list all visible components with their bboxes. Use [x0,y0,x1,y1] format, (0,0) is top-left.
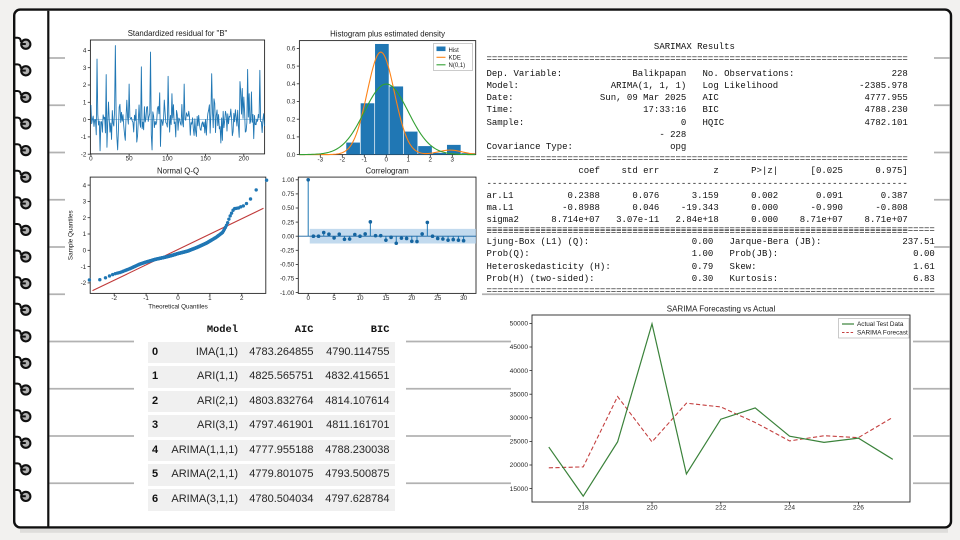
svg-text:-0.25: -0.25 [280,248,295,255]
svg-text:5: 5 [332,295,336,302]
svg-text:1: 1 [407,156,411,163]
svg-text:0.6: 0.6 [287,46,296,53]
svg-text:-3: -3 [317,156,323,163]
svg-text:Normal Q-Q: Normal Q-Q [157,166,199,175]
svg-text:0.00: 0.00 [282,233,295,240]
svg-text:-1.00: -1.00 [280,290,295,297]
svg-text:-2: -2 [81,151,87,158]
svg-text:10: 10 [356,295,364,302]
svg-text:25: 25 [434,295,442,302]
svg-text:-2: -2 [81,280,87,287]
svg-text:N(0,1): N(0,1) [449,63,466,69]
svg-text:0.5: 0.5 [287,63,296,70]
svg-text:2: 2 [83,82,87,89]
svg-text:1: 1 [83,231,87,238]
svg-text:224: 224 [784,505,795,512]
svg-text:20000: 20000 [510,462,529,469]
svg-text:3: 3 [83,199,87,206]
svg-text:-1: -1 [81,134,87,141]
svg-text:Theoretical Quantiles: Theoretical Quantiles [148,304,208,311]
svg-text:0.0: 0.0 [287,152,296,159]
svg-text:218: 218 [578,505,589,512]
svg-text:0: 0 [83,248,87,255]
svg-text:Correlogram: Correlogram [365,166,408,175]
svg-text:0: 0 [89,156,93,163]
svg-text:-2: -2 [111,295,117,302]
svg-text:2: 2 [429,156,433,163]
svg-text:50: 50 [126,156,134,163]
svg-text:4: 4 [83,48,87,55]
svg-text:220: 220 [646,505,657,512]
svg-text:-1: -1 [81,264,87,271]
svg-text:Sample Quantiles: Sample Quantiles [68,210,75,260]
svg-text:0.2: 0.2 [287,116,296,123]
svg-text:40000: 40000 [510,368,529,375]
svg-text:0.3: 0.3 [287,99,296,106]
svg-text:0.4: 0.4 [287,81,296,88]
svg-text:222: 222 [715,505,726,512]
svg-text:45000: 45000 [510,344,529,351]
svg-text:1: 1 [83,100,87,107]
svg-text:0: 0 [306,295,310,302]
svg-text:1: 1 [208,295,212,302]
svg-text:KDE: KDE [449,56,461,62]
svg-text:226: 226 [853,505,864,512]
svg-text:0.1: 0.1 [287,134,296,141]
svg-text:-1: -1 [143,295,149,302]
svg-text:15: 15 [382,295,390,302]
svg-text:20: 20 [408,295,416,302]
svg-text:25000: 25000 [510,439,529,446]
svg-text:3: 3 [451,156,455,163]
svg-text:Actual Test Data: Actual Test Data [857,321,904,328]
svg-text:30: 30 [460,295,468,302]
svg-text:4: 4 [83,182,87,189]
svg-text:0.50: 0.50 [282,205,295,212]
svg-text:SARIMA Forecasting vs Actual: SARIMA Forecasting vs Actual [667,304,776,313]
svg-text:30000: 30000 [510,415,529,422]
svg-text:Histogram plus estimated densi: Histogram plus estimated density [330,30,445,39]
svg-text:Standardized residual for "B": Standardized residual for "B" [128,29,228,38]
svg-text:-0.50: -0.50 [280,262,295,269]
svg-text:3: 3 [83,65,87,72]
svg-text:0: 0 [176,295,180,302]
svg-text:2: 2 [240,295,244,302]
svg-text:1.00: 1.00 [282,177,295,184]
svg-text:15000: 15000 [510,486,529,493]
svg-text:200: 200 [239,156,250,163]
svg-text:50000: 50000 [510,321,529,328]
svg-text:2: 2 [83,215,87,222]
svg-text:-1: -1 [361,156,367,163]
svg-text:0: 0 [83,117,87,124]
svg-text:-0.75: -0.75 [280,276,295,283]
svg-text:150: 150 [200,156,211,163]
svg-text:-2: -2 [339,156,345,163]
svg-text:SARIMA Forecast: SARIMA Forecast [857,330,908,337]
svg-text:35000: 35000 [510,391,529,398]
svg-text:0: 0 [385,156,389,163]
svg-text:100: 100 [162,156,173,163]
svg-text:0.75: 0.75 [282,191,295,198]
svg-text:0.25: 0.25 [282,219,295,226]
svg-text:Hist: Hist [449,48,460,54]
